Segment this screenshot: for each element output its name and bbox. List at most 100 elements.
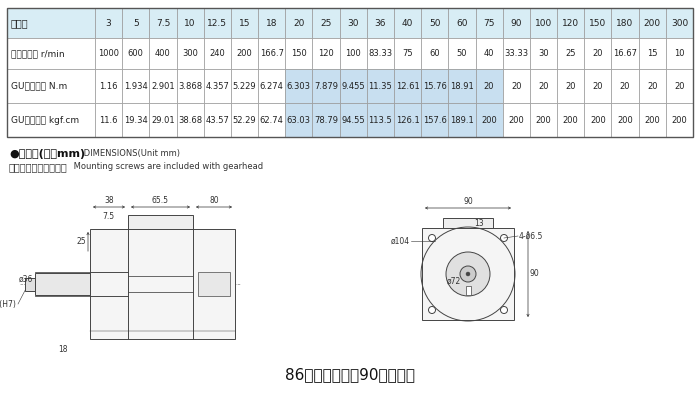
Circle shape xyxy=(460,266,476,282)
Text: 150: 150 xyxy=(589,19,606,28)
Bar xyxy=(35,273,90,295)
Text: 83.33: 83.33 xyxy=(368,49,393,58)
Text: 6.303: 6.303 xyxy=(287,82,311,91)
Text: 50: 50 xyxy=(429,19,440,28)
Text: 30: 30 xyxy=(538,49,549,58)
Text: 50: 50 xyxy=(456,49,467,58)
Text: 1000: 1000 xyxy=(98,49,119,58)
Text: 29.01: 29.01 xyxy=(151,115,175,125)
Text: 18.91: 18.91 xyxy=(450,82,474,91)
Bar xyxy=(475,69,503,103)
Text: 25: 25 xyxy=(566,49,576,58)
Bar xyxy=(666,69,693,103)
Text: 33.33: 33.33 xyxy=(504,49,528,58)
Text: 11.35: 11.35 xyxy=(368,82,392,91)
Bar xyxy=(149,103,176,137)
Bar xyxy=(340,8,367,38)
Bar xyxy=(449,69,475,103)
Bar xyxy=(449,38,475,69)
Text: 3.868: 3.868 xyxy=(178,82,202,91)
Text: 240: 240 xyxy=(209,49,225,58)
Bar xyxy=(176,103,204,137)
Bar xyxy=(367,38,394,69)
Bar xyxy=(584,69,612,103)
Text: 189.1: 189.1 xyxy=(450,115,474,125)
Text: 10: 10 xyxy=(184,19,196,28)
Bar xyxy=(95,69,122,103)
Text: Mounting screws are included with gearhead: Mounting screws are included with gearhe… xyxy=(71,162,263,171)
Text: 36: 36 xyxy=(374,19,386,28)
Bar xyxy=(421,8,449,38)
Bar xyxy=(149,8,176,38)
Text: 78.79: 78.79 xyxy=(314,115,338,125)
Text: ø15(H7): ø15(H7) xyxy=(0,299,17,309)
Text: 13: 13 xyxy=(474,219,484,227)
Text: 63.03: 63.03 xyxy=(287,115,311,125)
Circle shape xyxy=(500,307,508,314)
Text: ø104: ø104 xyxy=(391,237,410,245)
Bar xyxy=(149,38,176,69)
Bar xyxy=(422,228,514,320)
Text: 12.5: 12.5 xyxy=(207,19,228,28)
Text: 19.34: 19.34 xyxy=(124,115,148,125)
Bar xyxy=(286,8,312,38)
Bar xyxy=(95,38,122,69)
Bar xyxy=(312,38,340,69)
Bar xyxy=(128,215,193,229)
Text: 6.274: 6.274 xyxy=(260,82,284,91)
Bar xyxy=(258,103,286,137)
Text: 38.68: 38.68 xyxy=(178,115,202,125)
Circle shape xyxy=(446,252,490,296)
Text: 150: 150 xyxy=(291,49,307,58)
Bar xyxy=(442,218,493,228)
Bar xyxy=(7,8,693,137)
Text: 20: 20 xyxy=(566,82,576,91)
Bar xyxy=(312,103,340,137)
Text: 200: 200 xyxy=(590,115,606,125)
Text: GU允许力矩 kgf.cm: GU允许力矩 kgf.cm xyxy=(11,115,79,125)
Text: 60: 60 xyxy=(430,49,440,58)
Text: 20: 20 xyxy=(674,82,685,91)
Text: 25: 25 xyxy=(76,236,86,245)
Text: 62.74: 62.74 xyxy=(260,115,284,125)
Bar xyxy=(612,103,638,137)
Bar xyxy=(530,69,557,103)
Bar xyxy=(258,38,286,69)
Text: 200: 200 xyxy=(237,49,253,58)
Bar xyxy=(638,103,666,137)
Bar xyxy=(7,38,95,69)
Text: 40: 40 xyxy=(484,49,494,58)
Bar xyxy=(475,103,503,137)
Circle shape xyxy=(428,234,435,242)
Text: 40: 40 xyxy=(402,19,413,28)
Bar xyxy=(612,69,638,103)
Text: 输出轴转速 r/min: 输出轴转速 r/min xyxy=(11,49,64,58)
Bar xyxy=(7,69,95,103)
Text: 4.357: 4.357 xyxy=(205,82,230,91)
Bar xyxy=(340,103,367,137)
Bar xyxy=(503,103,530,137)
Text: 20: 20 xyxy=(538,82,549,91)
Circle shape xyxy=(466,272,470,276)
Text: 1.16: 1.16 xyxy=(99,82,118,91)
Bar xyxy=(176,69,204,103)
Text: 减速比: 减速比 xyxy=(11,18,29,28)
Bar xyxy=(666,8,693,38)
Bar xyxy=(204,8,231,38)
Text: 12.61: 12.61 xyxy=(395,82,419,91)
Text: 75: 75 xyxy=(484,19,495,28)
Bar xyxy=(666,103,693,137)
Text: 43.57: 43.57 xyxy=(205,115,230,125)
Text: 7.879: 7.879 xyxy=(314,82,338,91)
Text: 100: 100 xyxy=(345,49,361,58)
Bar xyxy=(286,69,312,103)
Text: 100: 100 xyxy=(535,19,552,28)
Text: 90: 90 xyxy=(530,269,540,279)
Text: 120: 120 xyxy=(562,19,579,28)
Text: 400: 400 xyxy=(155,49,171,58)
Text: 200: 200 xyxy=(617,115,633,125)
Bar xyxy=(394,38,421,69)
Bar xyxy=(367,103,394,137)
Text: 20: 20 xyxy=(593,49,603,58)
Bar xyxy=(421,103,449,137)
